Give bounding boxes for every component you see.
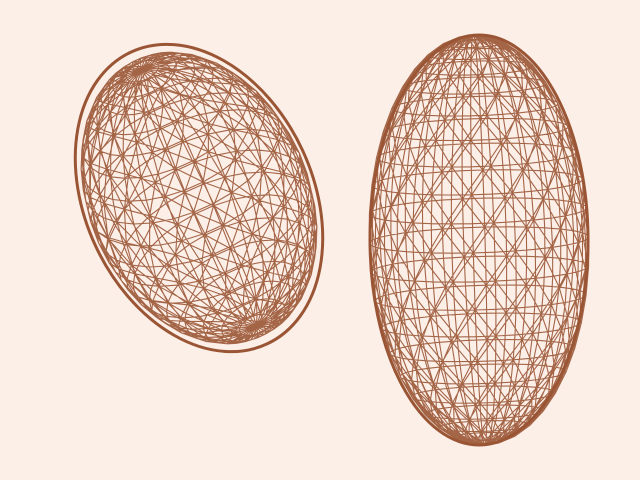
upright-wireframe-ellipsoid bbox=[368, 33, 590, 447]
tilted-wireframe-ellipsoid-mesh bbox=[80, 51, 318, 345]
tilted-wireframe-ellipsoid bbox=[73, 42, 325, 354]
upright-wireframe-ellipsoid-outline bbox=[368, 33, 590, 447]
tilted-wireframe-ellipsoid-outline bbox=[73, 42, 325, 354]
